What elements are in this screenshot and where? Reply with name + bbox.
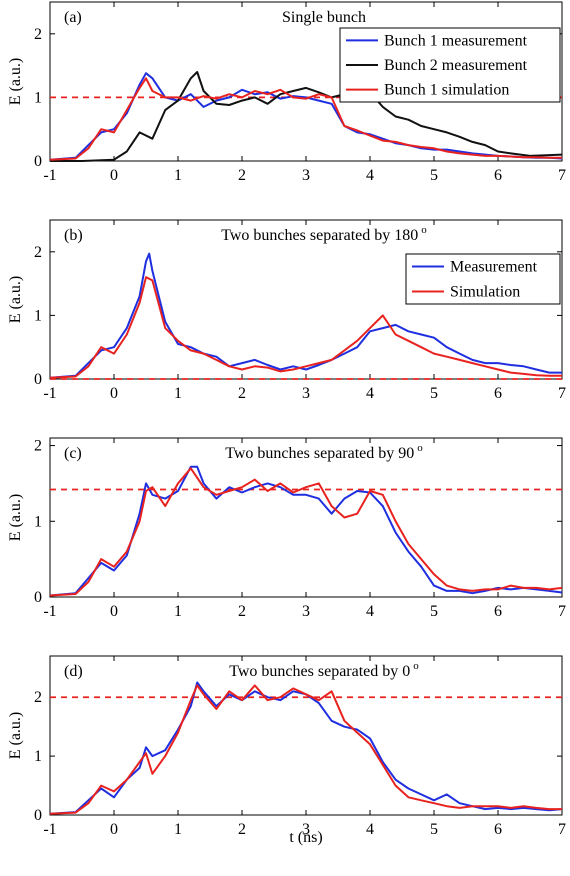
x-tick-label: 7 <box>558 167 566 184</box>
x-tick-label: 0 <box>110 821 118 838</box>
x-tick-label: 6 <box>494 603 502 620</box>
x-tick-label: 3 <box>302 821 310 838</box>
x-tick-label: -1 <box>43 603 56 620</box>
legend: Measurement Simulation <box>405 253 561 305</box>
series-line-bunch-1-measurement <box>49 72 563 161</box>
x-tick-label: 6 <box>494 821 502 838</box>
y-tick-label: 0 <box>34 589 42 606</box>
x-tick-label: 7 <box>558 385 566 402</box>
x-tick-label: 3 <box>302 167 310 184</box>
x-tick-label: 7 <box>558 603 566 620</box>
x-tick-label: 1 <box>174 603 182 620</box>
y-tick-label: 2 <box>34 26 42 43</box>
y-tick-label: 2 <box>34 438 42 455</box>
x-tick-label: 1 <box>174 167 182 184</box>
y-tick-label: 2 <box>34 689 42 706</box>
series-line-series-2 <box>49 684 562 815</box>
x-tick-label: -1 <box>43 167 56 184</box>
x-tick-label: 2 <box>238 821 246 838</box>
panel-label: (c) <box>64 445 82 462</box>
y-axis-label: E (a.u.) <box>7 494 24 542</box>
y-tick-label: 1 <box>34 307 42 324</box>
series-line-bunch-1-simulation <box>49 77 562 161</box>
x-tick-label: 5 <box>430 167 438 184</box>
x-tick-label: 4 <box>366 821 374 838</box>
legend-entry: Measurement <box>450 259 538 276</box>
y-tick-label: 1 <box>34 89 42 106</box>
x-tick-label: 4 <box>366 167 374 184</box>
x-tick-label: 0 <box>110 385 118 402</box>
x-tick-label: 1 <box>174 821 182 838</box>
panel-label: (d) <box>64 663 83 680</box>
x-tick-label: 5 <box>430 821 438 838</box>
x-tick-label: 1 <box>174 385 182 402</box>
series-line-bunch-2-measurement <box>50 71 563 162</box>
x-tick-label: 2 <box>238 603 246 620</box>
x-tick-label: 4 <box>366 603 374 620</box>
y-tick-label: 0 <box>34 153 42 170</box>
y-axis-label: E (a.u.) <box>7 712 24 760</box>
series-line-series-2 <box>49 467 563 597</box>
y-tick-label: 0 <box>34 807 42 824</box>
legend-box <box>405 253 561 305</box>
legend-entry: Bunch 1 simulation <box>384 82 509 99</box>
x-tick-label: 0 <box>110 167 118 184</box>
x-tick-label: 4 <box>366 385 374 402</box>
y-tick-label: 1 <box>34 748 42 765</box>
x-tick-label: 6 <box>494 167 502 184</box>
panel-label: (a) <box>64 9 82 26</box>
x-tick-label: 2 <box>238 385 246 402</box>
x-tick-label: -1 <box>43 385 56 402</box>
x-tick-label: 2 <box>238 167 246 184</box>
legend-entry: Simulation <box>450 284 520 301</box>
x-tick-label: 0 <box>110 603 118 620</box>
legend-entry: Bunch 1 measurement <box>384 32 528 49</box>
legend-entry: Bunch 2 measurement <box>384 57 528 74</box>
x-tick-label: 6 <box>494 385 502 402</box>
y-tick-label: 2 <box>34 244 42 261</box>
x-tick-label: 5 <box>430 603 438 620</box>
x-tick-label: 7 <box>558 821 566 838</box>
x-axis-label: t (ns) <box>289 829 322 846</box>
x-tick-label: 3 <box>302 603 310 620</box>
x-tick-label: 5 <box>430 385 438 402</box>
x-tick-label: -1 <box>43 821 56 838</box>
chart-title: Two bunches separated by 90 o <box>225 442 423 462</box>
y-axis-label: E (a.u.) <box>7 276 24 324</box>
series-line-series-1 <box>49 681 563 815</box>
chart-title: Single bunch <box>282 9 366 26</box>
legend: Bunch 1 measurement Bunch 2 measurement Bu… <box>339 27 561 103</box>
panel-label: (b) <box>64 227 83 244</box>
series-line-simulation <box>49 276 562 379</box>
x-tick-label: 3 <box>302 385 310 402</box>
y-tick-label: 0 <box>34 371 42 388</box>
chart-title: Two bunches separated by 180 o <box>221 224 427 244</box>
y-tick-label: 1 <box>34 513 42 530</box>
y-axis-label: E (a.u.) <box>7 58 24 106</box>
series-line-series-1 <box>49 465 563 597</box>
